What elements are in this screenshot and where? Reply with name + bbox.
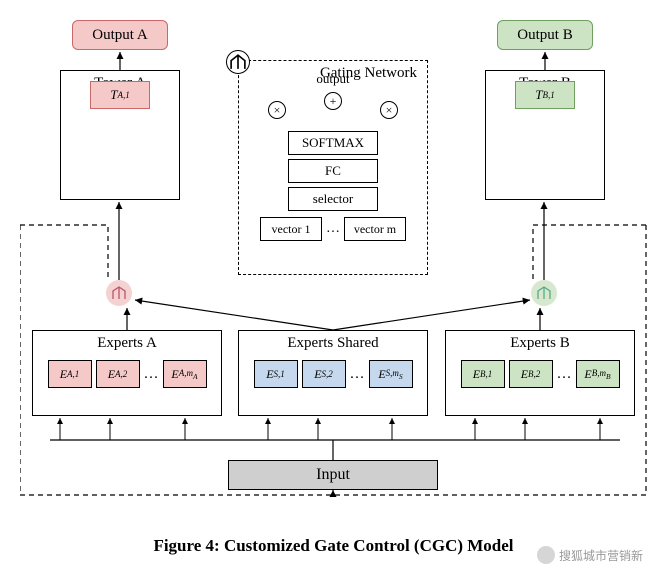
expert-s-1: ES,1 [254, 360, 298, 388]
experts-a-dots: … [144, 366, 159, 383]
selector-layer: selector [288, 187, 378, 211]
experts-shared-title: Experts Shared [287, 335, 378, 352]
tower-b: Tower B TB,nB … TB,1 [485, 70, 605, 200]
output-a-label: Output A [92, 27, 147, 44]
mult-left-icon: × [268, 101, 286, 119]
experts-shared-dots: … [350, 366, 365, 383]
watermark: 搜狐城市营销新 [537, 546, 643, 564]
experts-b-title: Experts B [510, 335, 570, 352]
expert-b-2: EB,2 [509, 360, 553, 388]
gate-corner-icon [226, 50, 250, 74]
expert-a-1: EA,1 [48, 360, 92, 388]
gating-network: Gating Network output × + × SOFTMAX FC s… [238, 60, 428, 275]
experts-a-title: Experts A [97, 335, 157, 352]
watermark-text: 搜狐城市营销新 [559, 547, 643, 564]
vector-1: vector 1 [260, 217, 322, 241]
fc-layer: FC [288, 159, 378, 183]
output-b: Output B [497, 20, 593, 50]
expert-a-m: EA,mA [163, 360, 207, 388]
mult-right-icon: × [380, 101, 398, 119]
tower-a: Tower A TA,nA … TA,1 [60, 70, 180, 200]
watermark-icon [537, 546, 555, 564]
experts-b-dots: … [557, 366, 572, 383]
input-box: Input [228, 460, 438, 490]
input-label: Input [316, 466, 350, 484]
experts-shared: Experts Shared ES,1 ES,2 … ES,mS [238, 330, 428, 416]
output-b-label: Output B [517, 27, 572, 44]
experts-a: Experts A EA,1 EA,2 … EA,mA [32, 330, 222, 416]
cgc-diagram: Output A Output B Tower A TA,nA … TA,1 T… [20, 20, 647, 520]
tower-b-bottom-cell: TB,1 [515, 81, 575, 109]
expert-s-m: ES,mS [369, 360, 413, 388]
gate-a-icon [106, 280, 132, 306]
expert-s-2: ES,2 [302, 360, 346, 388]
expert-a-2: EA,2 [96, 360, 140, 388]
output-a: Output A [72, 20, 168, 50]
expert-b-m: EB,mB [576, 360, 620, 388]
gating-title: Gating Network [320, 65, 417, 82]
gate-b-icon [531, 280, 557, 306]
tower-a-bottom-cell: TA,1 [90, 81, 150, 109]
add-icon: + [324, 92, 342, 110]
softmax-layer: SOFTMAX [288, 131, 378, 155]
vector-dots: … [326, 221, 340, 237]
vector-m: vector m [344, 217, 406, 241]
experts-b: Experts B EB,1 EB,2 … EB,mB [445, 330, 635, 416]
expert-b-1: EB,1 [461, 360, 505, 388]
